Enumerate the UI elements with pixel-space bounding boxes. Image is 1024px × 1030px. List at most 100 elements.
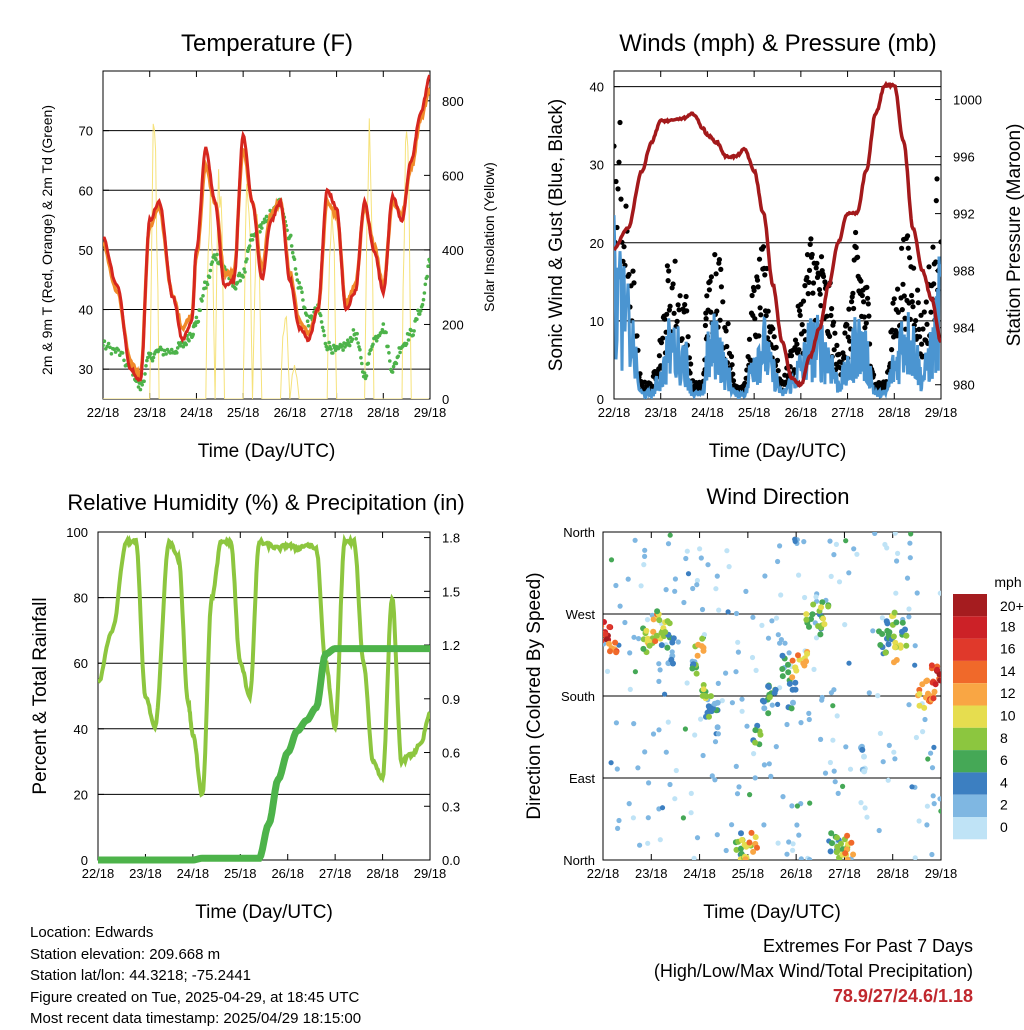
direction-point xyxy=(775,840,781,846)
x-axis-label: Time (Day/UTC) xyxy=(703,902,841,923)
direction-point xyxy=(729,700,736,706)
gust-point xyxy=(907,255,913,261)
gust-point xyxy=(799,322,805,328)
direction-point xyxy=(832,779,838,785)
direction-point xyxy=(637,842,643,848)
gust-point xyxy=(757,305,763,311)
winds-ylabel-left: Sonic Wind & Gust (Blue, Black) xyxy=(546,99,567,371)
dewpoint-point xyxy=(210,260,215,264)
direction-point xyxy=(779,673,786,680)
direction-point xyxy=(929,765,936,771)
humidity-title: Relative Humidity (%) & Precipitation (i… xyxy=(67,490,464,515)
gust-point xyxy=(760,244,767,250)
direction-point xyxy=(827,538,833,544)
dewpoint-point xyxy=(175,351,179,355)
sonic-wind-line xyxy=(614,215,941,399)
direction-point xyxy=(682,726,689,732)
gust-point xyxy=(730,371,736,377)
direction-point xyxy=(715,731,722,737)
direction-point xyxy=(932,681,939,688)
dewpoint-point xyxy=(426,264,430,269)
dewpoint-point xyxy=(198,308,202,313)
y-tick-label: 20 xyxy=(74,787,88,802)
dewpoint-point xyxy=(113,350,118,354)
gust-point xyxy=(664,263,671,269)
direction-point xyxy=(765,635,772,641)
direction-point xyxy=(733,763,739,770)
dewpoint-point xyxy=(150,358,155,363)
gust-point xyxy=(688,361,694,367)
gust-point xyxy=(913,318,919,324)
direction-point xyxy=(761,822,767,828)
direction-point xyxy=(877,730,884,737)
x-tick-label: 24/18 xyxy=(177,866,210,881)
gust-point xyxy=(707,278,713,284)
direction-point xyxy=(922,716,928,723)
direction-point xyxy=(725,609,731,615)
direction-point xyxy=(613,720,620,726)
y-right-tick-label: 400 xyxy=(442,243,464,258)
y-tick-label: 50 xyxy=(79,243,93,258)
direction-point xyxy=(670,660,676,667)
direction-point xyxy=(612,639,619,646)
gust-point xyxy=(716,257,723,263)
gust-point xyxy=(801,328,807,334)
dewpoint-point xyxy=(238,279,243,283)
direction-point xyxy=(656,727,662,733)
precip-line xyxy=(98,645,430,864)
y-tick-label: 40 xyxy=(79,303,93,318)
dewpoint-point xyxy=(421,297,426,302)
direction-point xyxy=(903,632,910,639)
gust-point xyxy=(810,290,816,296)
direction-point xyxy=(859,746,866,753)
direction-point xyxy=(630,815,637,821)
gust-point xyxy=(792,337,799,343)
direction-point xyxy=(635,765,641,771)
y-right-tick-label: 0 xyxy=(442,392,449,407)
legend-label: 8 xyxy=(1000,730,1008,746)
legend-swatch xyxy=(953,616,987,639)
legend-swatch xyxy=(953,750,987,773)
dewpoint-point xyxy=(116,348,121,352)
dewpoint-point xyxy=(243,270,247,274)
gust-point xyxy=(905,233,911,239)
direction-point xyxy=(706,706,713,712)
direction-point xyxy=(830,737,836,743)
dewpoint-point xyxy=(246,249,250,253)
dewpoint-point xyxy=(142,379,146,384)
direction-point xyxy=(848,839,855,846)
gust-point xyxy=(677,293,683,299)
direction-point xyxy=(650,628,657,635)
direction-point xyxy=(784,721,790,728)
dewpoint-point xyxy=(260,226,264,230)
y-right-tick-label: 0.0 xyxy=(442,853,460,868)
dewpoint-point xyxy=(148,351,153,356)
direction-point xyxy=(625,576,631,582)
direction-point xyxy=(924,677,931,684)
gust-point xyxy=(730,378,737,384)
direction-point xyxy=(673,767,679,774)
dewpoint-point xyxy=(289,244,294,248)
direction-point xyxy=(779,666,786,672)
dewpoint-point xyxy=(118,353,122,358)
direction-point xyxy=(642,553,648,560)
direction-point xyxy=(794,822,800,828)
direction-point xyxy=(780,794,786,800)
dewpoint-point xyxy=(103,343,105,348)
gust-point xyxy=(718,284,725,290)
direction-point xyxy=(931,801,937,807)
dewpoint-point xyxy=(347,343,352,348)
dewpoint-point xyxy=(105,344,109,349)
direction-point xyxy=(827,759,834,766)
gust-point xyxy=(893,328,899,334)
dewpoint-point xyxy=(360,361,364,366)
gust-point xyxy=(901,293,907,299)
direction-point xyxy=(684,548,690,554)
direction-point xyxy=(802,594,808,601)
gust-point xyxy=(921,309,927,315)
legend-swatch xyxy=(953,660,987,684)
dewpoint-point xyxy=(318,313,323,318)
legend-label: 4 xyxy=(1000,774,1008,790)
direction-point xyxy=(912,662,918,668)
